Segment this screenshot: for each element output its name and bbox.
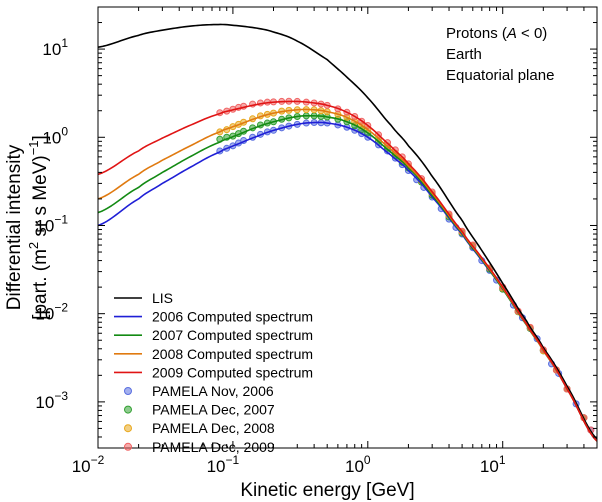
legend-label: 2008 Computed spectrum xyxy=(152,346,313,362)
ylabel-part: sr s MeV) xyxy=(30,155,51,242)
legend-marker-swatch xyxy=(124,387,132,395)
annotation-part: < 0) xyxy=(517,25,547,42)
annotation-part: Protons ( xyxy=(446,25,507,42)
series-layer xyxy=(98,23,597,442)
tick-exponent: −2 xyxy=(54,301,68,315)
tick-base: 10 xyxy=(42,128,61,147)
x-tick-label: 10−1 xyxy=(207,453,240,476)
x-tick-label: 101 xyxy=(480,453,506,476)
y-tick-label: 100 xyxy=(42,124,68,147)
tick-base: 10 xyxy=(207,457,226,476)
legend-item: 2009 Computed spectrum xyxy=(114,364,313,380)
ylabel-part: [part. (m xyxy=(30,249,51,320)
tick-base: 10 xyxy=(72,457,91,476)
x-tick-label: 100 xyxy=(345,453,371,476)
legend-item: PAMELA Dec, 2009 xyxy=(124,439,275,455)
annotation-location: Earth xyxy=(446,46,482,63)
tick-exponent: 0 xyxy=(61,124,68,138)
series-line-0 xyxy=(98,23,597,440)
annotation-block: Protons (A < 0) Earth Equatorial plane xyxy=(446,25,554,84)
legend-label: PAMELA Dec, 2007 xyxy=(152,402,275,418)
y-axis-label: Differential intensity [part. (m2 sr s Me… xyxy=(4,135,51,320)
legend-item: 2006 Computed spectrum xyxy=(114,309,313,325)
tick-exponent: 1 xyxy=(499,453,506,467)
tick-base: 10 xyxy=(345,457,364,476)
tick-exponent: 1 xyxy=(61,36,68,50)
tick-exponent: −2 xyxy=(91,453,105,467)
legend-label: 2006 Computed spectrum xyxy=(152,309,313,325)
ylabel-part: ] xyxy=(30,135,51,140)
tick-base: 10 xyxy=(35,393,54,412)
annotation-plane: Equatorial plane xyxy=(446,67,554,84)
legend-item: PAMELA Dec, 2008 xyxy=(124,420,275,436)
tick-base: 10 xyxy=(35,305,54,324)
y-tick-label: 10−1 xyxy=(35,212,68,235)
series-line-4 xyxy=(98,100,597,442)
tick-exponent: 0 xyxy=(364,453,371,467)
axes-layer: 10−2 10−1 100 10110−310−210−1100101Kinetic … xyxy=(4,6,598,501)
legend-label: LIS xyxy=(152,290,173,306)
legend-label: 2007 Computed spectrum xyxy=(152,327,313,343)
tick-base: 10 xyxy=(42,40,61,59)
annotation-italic: A xyxy=(506,25,517,42)
legend-marker-swatch xyxy=(124,424,132,433)
legend-label: PAMELA Dec, 2009 xyxy=(152,439,275,455)
legend-item: PAMELA Dec, 2007 xyxy=(124,402,275,418)
y-tick-label: 10−3 xyxy=(35,389,68,412)
y-axis-label-line2: [part. (m2 sr s MeV)−1] xyxy=(26,135,51,320)
legend: LIS 2006 Computed spectrum 2007 Computed s… xyxy=(114,290,313,455)
legend-marker-swatch xyxy=(124,405,132,414)
annotation-particle: Protons (A < 0) xyxy=(446,25,547,42)
legend-label: PAMELA Nov, 2006 xyxy=(152,383,274,399)
legend-item: LIS xyxy=(114,290,173,306)
y-tick-label: 10−2 xyxy=(35,301,68,324)
legend-label: 2009 Computed spectrum xyxy=(152,364,313,380)
ylabel-superscript: 2 xyxy=(26,242,41,249)
x-tick-label: 10−2 xyxy=(72,453,105,476)
tick-exponent: −1 xyxy=(54,212,68,226)
x-axis-label: Kinetic energy [GeV] xyxy=(240,480,414,501)
tick-base: 10 xyxy=(480,457,499,476)
y-axis-label-line1: Differential intensity xyxy=(4,144,25,310)
legend-item: PAMELA Nov, 2006 xyxy=(124,383,274,399)
legend-label: PAMELA Dec, 2008 xyxy=(152,420,275,436)
legend-marker-swatch xyxy=(124,442,132,451)
tick-exponent: −3 xyxy=(54,389,68,403)
legend-item: 2007 Computed spectrum xyxy=(114,327,313,343)
legend-item: 2008 Computed spectrum xyxy=(114,346,313,362)
plot-frame xyxy=(97,6,598,449)
y-tick-label: 101 xyxy=(42,36,68,59)
tick-base: 10 xyxy=(35,216,54,235)
ylabel-superscript: −1 xyxy=(26,140,41,155)
tick-exponent: −1 xyxy=(226,453,240,467)
